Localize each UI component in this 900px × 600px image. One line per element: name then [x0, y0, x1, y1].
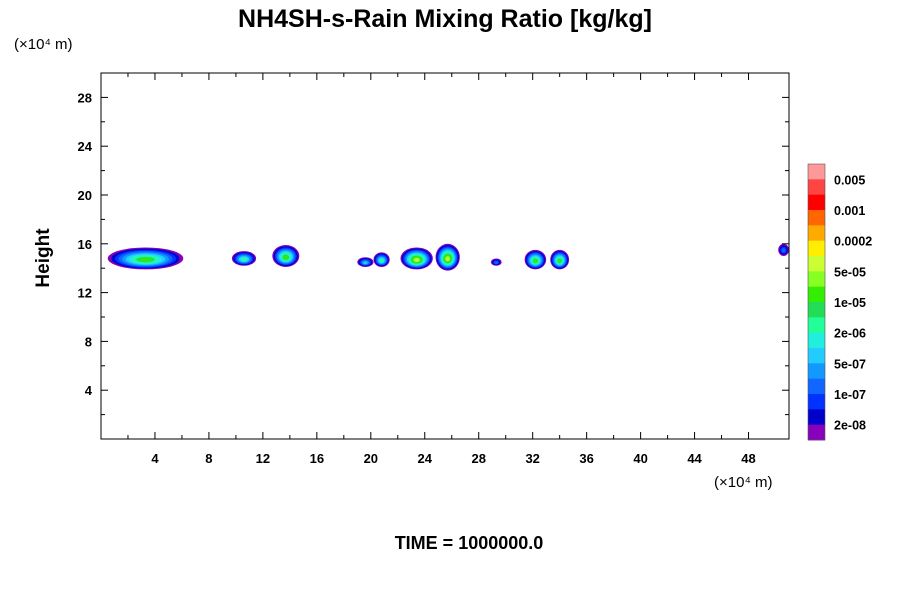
cloud-patch — [490, 258, 502, 266]
x-unit-label: (×10⁴ m) — [714, 474, 773, 491]
x-tick-label: 20 — [364, 451, 378, 466]
y-tick-label: 28 — [78, 90, 92, 105]
colorbar-label: 5e-07 — [834, 357, 866, 371]
colorbar-swatch — [808, 210, 825, 226]
colorbar: 0.005 0.001 0.0002 5e-05 1e-05 2e-06 5e-07 1e-0… — [807, 163, 872, 441]
cloud-patch — [524, 249, 547, 270]
cloud-patch — [435, 243, 460, 271]
colorbar-label: 5e-05 — [834, 265, 866, 279]
cloud-patch — [231, 251, 257, 266]
chart-title: NH4SH-s-Rain Mixing Ratio [kg/kg] — [238, 5, 652, 33]
cloud-patch — [400, 247, 433, 270]
patch-contour — [781, 248, 786, 253]
colorbar-frame — [807, 163, 826, 441]
x-tick-label: 36 — [579, 451, 593, 466]
patch-contour — [380, 259, 384, 263]
x-tick-label: 4 — [151, 451, 159, 466]
colorbar-swatch — [808, 225, 825, 242]
patch-contour — [533, 259, 538, 263]
cloud-patch — [550, 249, 570, 270]
colorbar-swatch — [808, 317, 825, 334]
colorbar-label: 1e-07 — [834, 388, 866, 402]
y-tick-label: 24 — [78, 139, 93, 154]
patch-contour — [558, 259, 562, 263]
x-tick-label: 28 — [471, 451, 485, 466]
cloud-patch — [778, 243, 789, 256]
colorbar-label: 1e-05 — [834, 296, 866, 310]
colorbar-swatch — [808, 363, 825, 380]
patch-contour — [139, 258, 152, 262]
cloud-patch — [373, 252, 390, 267]
y-tick-label: 16 — [78, 237, 92, 252]
colorbar-label: 0.005 — [834, 173, 865, 187]
colorbar-swatch — [808, 302, 825, 318]
plot-frame — [100, 72, 790, 440]
y-tick-label: 4 — [85, 383, 93, 398]
cloud-patch — [357, 257, 374, 267]
y-tick-label: 12 — [78, 286, 92, 301]
y-tick-label: 8 — [85, 334, 92, 349]
x-tick-label: 40 — [633, 451, 647, 466]
colorbar-swatch — [808, 256, 825, 272]
time-label: TIME = 1000000.0 — [395, 533, 544, 553]
patch-contour — [414, 258, 419, 262]
colorbar-swatch — [808, 409, 825, 426]
colorbar-swatch — [808, 164, 825, 180]
x-tick-label: 16 — [310, 451, 324, 466]
patch-contour — [446, 257, 450, 261]
y-tick-label: 20 — [78, 188, 92, 203]
patch-contour — [494, 261, 499, 264]
colorbar-swatch — [808, 240, 825, 257]
colorbar-swatch — [808, 348, 825, 364]
colorbar-swatch — [808, 424, 825, 441]
x-tick-label: 24 — [418, 451, 433, 466]
patch-contour — [241, 258, 247, 261]
colorbar-label: 2e-08 — [834, 419, 866, 433]
y-unit-label: (×10⁴ m) — [14, 36, 73, 53]
data-patches — [107, 243, 789, 271]
colorbar-swatch — [808, 271, 825, 288]
x-tick-label: 44 — [687, 451, 702, 466]
patch-contour — [363, 261, 368, 265]
colorbar-label: 2e-06 — [834, 327, 866, 341]
patch-contour — [283, 255, 288, 260]
colorbar-swatch — [808, 179, 825, 196]
cloud-patch — [107, 247, 184, 270]
x-tick-label: 32 — [525, 451, 539, 466]
x-tick-label: 48 — [741, 451, 755, 466]
colorbar-label: 0.0002 — [834, 235, 872, 249]
colorbar-label: 0.001 — [834, 204, 865, 218]
colorbar-swatch — [808, 194, 825, 211]
cloud-patch — [272, 245, 300, 267]
colorbar-swatch — [808, 286, 825, 303]
colorbar-swatch — [808, 394, 825, 410]
x-tick-label: 12 — [256, 451, 270, 466]
colorbar-swatch — [808, 378, 825, 395]
y-axis-label: Height — [33, 228, 54, 288]
colorbar-swatch — [808, 332, 825, 349]
x-tick-label: 8 — [205, 451, 212, 466]
